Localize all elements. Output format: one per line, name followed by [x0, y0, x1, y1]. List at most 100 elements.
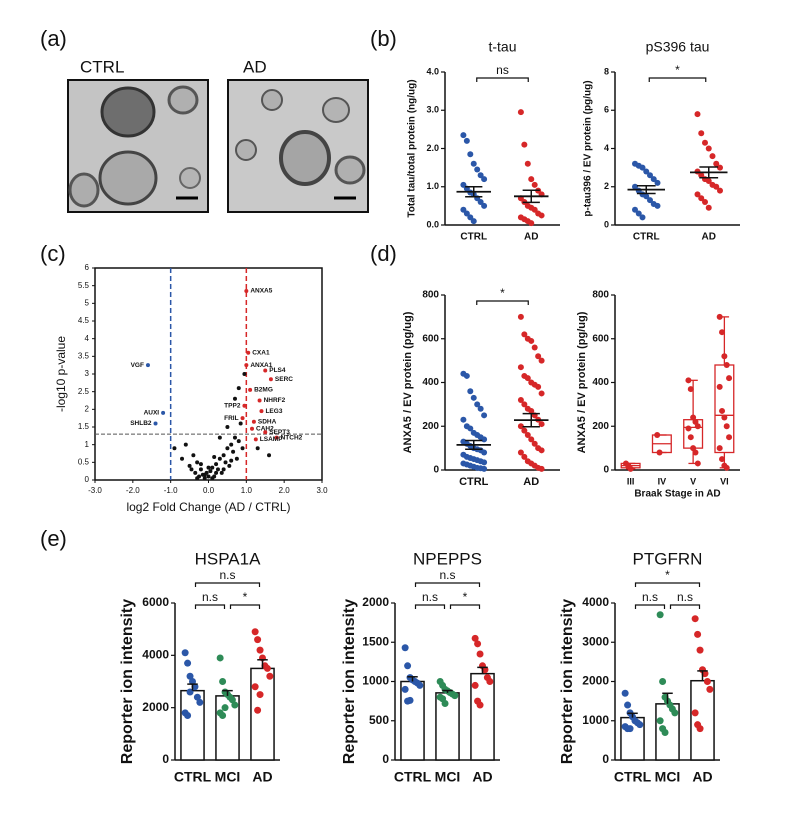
data-point [463, 210, 470, 217]
y-tick-label: 8 [604, 66, 609, 76]
data-point [460, 206, 467, 213]
significance-bracket [476, 300, 529, 305]
y-tick-label: 1.0 [426, 181, 439, 191]
point-label: SERC [275, 376, 293, 383]
x-axis-label: log2 Fold Change (AD / CTRL) [126, 500, 290, 514]
significance-bracket [648, 77, 707, 82]
x-tick-label: MCI [215, 769, 241, 785]
data-point [481, 202, 488, 209]
data-point [535, 383, 542, 390]
y-tick-label: 0 [433, 465, 439, 476]
y-axis-label: Total tau/total protein (ng/ug) [407, 79, 418, 217]
y-tick-label: 600 [422, 333, 439, 344]
significance-bracket [476, 77, 529, 82]
data-point [726, 375, 733, 382]
chart-title: pS396 tau [646, 39, 710, 55]
x-tick-label: 1.0 [241, 486, 253, 495]
data-point [184, 659, 192, 667]
data-point [716, 313, 723, 320]
data-point [721, 414, 728, 421]
data-point [223, 460, 228, 465]
data-point [221, 467, 226, 472]
data-point [538, 212, 545, 219]
y-tick-label: 3.0 [426, 105, 439, 115]
y-tick-label: 2.5 [78, 387, 90, 396]
data-point [517, 109, 524, 116]
data-point [181, 649, 189, 657]
data-point [528, 176, 535, 183]
x-tick-label: III [627, 476, 635, 486]
x-tick-label: -1.0 [164, 486, 178, 495]
data-point [538, 357, 545, 364]
data-point [538, 465, 545, 472]
data-point [671, 709, 679, 717]
data-point [705, 145, 712, 152]
data-point [719, 456, 726, 463]
micrograph [227, 79, 369, 213]
chart-title: t-tau [488, 39, 516, 55]
data-point [696, 725, 704, 733]
data-point [706, 685, 714, 693]
y-tick-label: 0 [603, 465, 609, 476]
y-tick-label: 800 [592, 290, 609, 301]
data-point [696, 646, 704, 654]
data-point [153, 421, 158, 426]
data-point [656, 717, 664, 725]
data-point [189, 678, 196, 685]
data-point [172, 446, 177, 451]
data-point [451, 692, 459, 700]
y-tick-label: 0 [604, 219, 609, 229]
y-tick-label: 200 [422, 421, 439, 432]
data-point [274, 435, 279, 440]
point-label: ANXA1 [250, 362, 272, 369]
data-point [242, 372, 247, 376]
data-point [256, 691, 264, 699]
data-point [687, 386, 694, 393]
micrograph [67, 79, 209, 213]
point-label: LEG3 [265, 408, 282, 415]
data-point [214, 470, 219, 475]
y-tick-label: 6 [604, 105, 609, 115]
data-point [214, 462, 219, 467]
data-point [521, 401, 528, 408]
significance-label: * [463, 590, 468, 604]
data-point [195, 460, 200, 465]
point-label: SHLB2 [130, 420, 152, 427]
data-point [238, 421, 243, 426]
y-tick-label: 6 [85, 263, 90, 272]
y-tick-label: 4000 [582, 595, 609, 609]
x-tick-label: VI [720, 476, 729, 486]
data-point [225, 446, 230, 451]
data-point [234, 456, 239, 461]
data-point [467, 388, 474, 395]
data-point [474, 640, 482, 648]
significance-label: n.s [439, 568, 455, 582]
y-tick-label: 800 [422, 290, 439, 301]
data-point [217, 456, 222, 461]
data-point [236, 386, 241, 391]
data-point [538, 421, 545, 428]
data-point [227, 463, 232, 468]
data-point [650, 176, 657, 183]
data-point [691, 615, 699, 623]
data-point [268, 377, 273, 382]
y-axis-label: -log10 p-value [54, 336, 68, 412]
data-point [517, 397, 524, 403]
x-tick-label: 0.0 [203, 486, 215, 495]
data-point [517, 423, 524, 430]
data-point [244, 288, 249, 293]
significance-bracket [669, 604, 701, 609]
plot-frame [94, 267, 323, 481]
x-tick-label: AD [692, 769, 712, 785]
data-point [481, 412, 488, 419]
data-point [232, 435, 237, 440]
data-point [481, 459, 488, 466]
data-point [246, 350, 251, 355]
data-point [535, 353, 542, 360]
x-tick-label: AD [472, 769, 492, 785]
data-point [716, 383, 723, 390]
data-point [474, 401, 481, 408]
data-point [257, 398, 262, 403]
point-label: ANXA5 [250, 288, 272, 295]
x-tick-label: 3.0 [316, 486, 328, 495]
